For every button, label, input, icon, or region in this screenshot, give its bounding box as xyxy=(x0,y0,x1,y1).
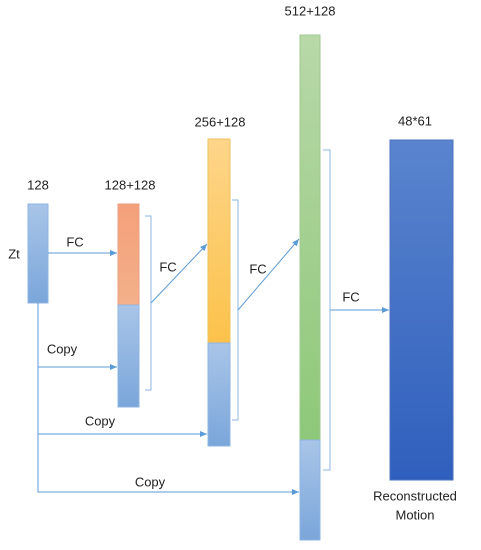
arrow xyxy=(150,243,208,304)
input-block xyxy=(27,203,49,304)
arrow xyxy=(37,303,299,495)
copy-block xyxy=(299,439,321,541)
fc-block xyxy=(207,138,231,344)
caption: Motion xyxy=(395,507,434,522)
caption: Reconstructed xyxy=(373,488,457,503)
fc-block xyxy=(299,34,321,441)
edge-label: FC xyxy=(342,289,359,304)
node-label: 512+128 xyxy=(285,3,336,18)
output-block xyxy=(389,139,454,481)
arrow xyxy=(237,238,300,311)
node-label: 256+128 xyxy=(195,114,246,129)
edge-label: Copy xyxy=(47,341,78,356)
edge-label: FC xyxy=(159,259,176,274)
copy-block xyxy=(117,304,140,408)
copy-block xyxy=(207,342,231,447)
fc-block xyxy=(117,203,140,306)
edge-label: Copy xyxy=(135,474,166,489)
bracket xyxy=(145,215,152,391)
node-label: 128 xyxy=(27,177,49,192)
node-label: 48*61 xyxy=(398,113,432,128)
edge-label: Copy xyxy=(85,413,116,428)
bracket xyxy=(323,149,331,471)
edge-label: FC xyxy=(249,261,266,276)
node-label: 128+128 xyxy=(105,177,156,192)
node-label: Zt xyxy=(8,246,20,261)
edge-label: FC xyxy=(66,234,83,249)
bracket xyxy=(232,199,239,421)
